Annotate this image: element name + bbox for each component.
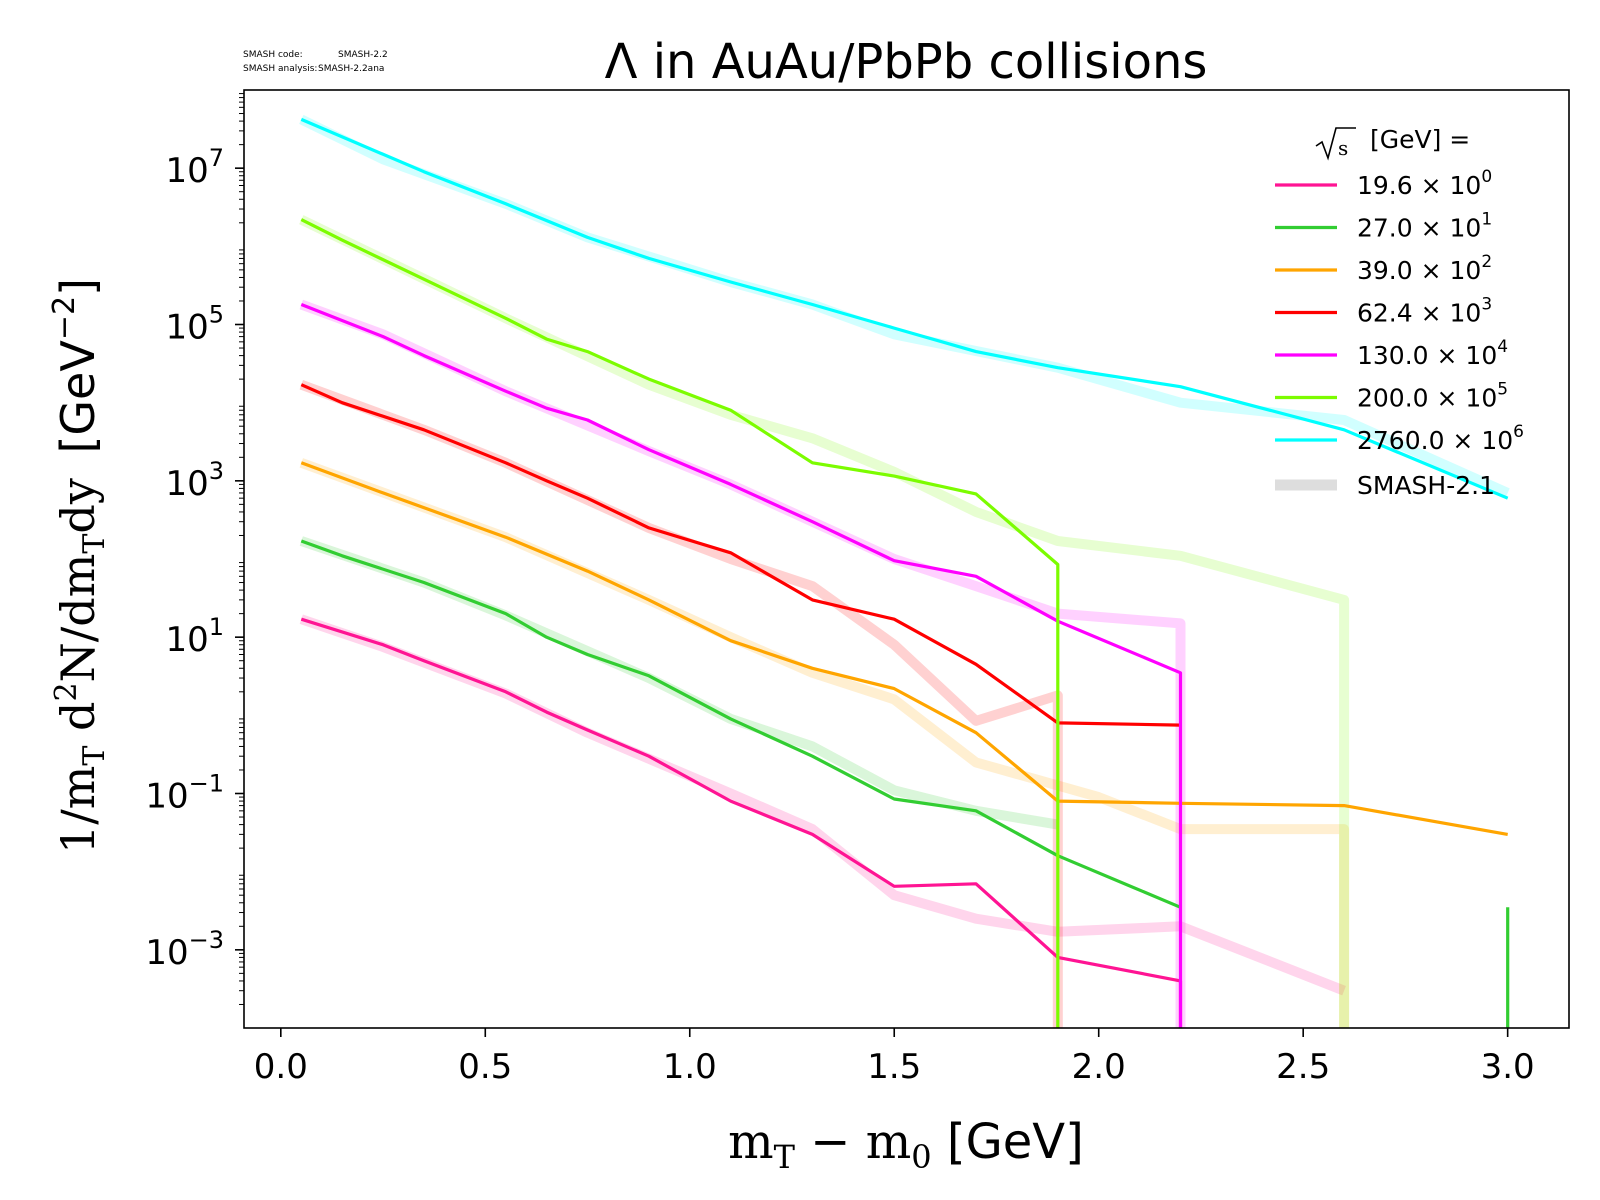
analysis-label: SMASH analysis: <box>243 64 317 74</box>
legend-label-0: 19.6 × 100 <box>1357 167 1492 200</box>
svg-text:s: s <box>1338 136 1348 160</box>
y-axis: 10−3 10−1 101 103 105 107 <box>145 93 244 1005</box>
x-tick-label: 0.0 <box>254 1047 308 1087</box>
chart-title: Λ in AuAu/PbPb collisions <box>605 34 1208 90</box>
legend: s [GeV] = 19.6 × 100 27.0 × 101 39.0 × 102… <box>1275 125 1524 500</box>
plot-frame <box>243 89 1570 1029</box>
y-tick-label: 101 <box>165 613 224 660</box>
legend-label-6: 2760.0 × 106 <box>1357 422 1524 455</box>
y-tick-label: 10−1 <box>145 770 224 817</box>
legend-label-1: 27.0 × 101 <box>1357 210 1492 243</box>
legend-label-5: 200.0 × 105 <box>1357 380 1508 413</box>
series-line-3 <box>300 383 1181 727</box>
legend-label-2: 39.0 × 102 <box>1357 252 1492 285</box>
series-line-5 <box>300 218 1060 1028</box>
legend-label-smash21: SMASH-2.1 <box>1357 471 1495 500</box>
svg-text:[GeV] =: [GeV] = <box>1370 125 1470 154</box>
reference-line-1 <box>299 536 1059 830</box>
code-value: SMASH-2.2 <box>338 50 388 60</box>
reference-line-0 <box>299 614 1346 996</box>
sqrt-icon <box>1315 127 1356 161</box>
reference-line-3 <box>299 380 1063 1028</box>
legend-label-4: 130.0 × 104 <box>1357 337 1508 370</box>
y-tick-label: 10−3 <box>145 926 224 973</box>
x-tick-label: 3.0 <box>1481 1047 1535 1087</box>
series-line-0 <box>300 617 1183 1028</box>
y-tick-label: 105 <box>165 301 224 348</box>
reference-line-2 <box>299 458 1350 1028</box>
series-line-6 <box>300 117 1509 500</box>
x-axis-label: mT − m0 [GeV] <box>728 1114 1084 1176</box>
reference-line-5 <box>299 215 1350 1028</box>
x-tick-label: 1.5 <box>867 1047 921 1087</box>
y-tick-label: 103 <box>165 457 224 504</box>
y-axis-label: 1/mT d2N/dmTdy [GeV−2] <box>47 278 112 854</box>
x-axis: 0.0 0.5 1.0 1.5 2.0 2.5 3.0 <box>254 1028 1535 1087</box>
legend-label-3: 62.4 × 103 <box>1357 295 1492 328</box>
x-tick-label: 0.5 <box>458 1047 512 1087</box>
y-tick-label: 107 <box>165 144 224 191</box>
analysis-value: SMASH-2.2ana <box>318 64 384 74</box>
series-line-4 <box>300 303 1183 1028</box>
series-line-1 <box>300 539 1182 909</box>
code-info: SMASH code: SMASH-2.2 SMASH analysis: SM… <box>243 50 388 74</box>
x-tick-label: 1.0 <box>663 1047 717 1087</box>
code-label: SMASH code: <box>243 50 303 60</box>
reference-layer <box>299 114 1510 1028</box>
legend-title: s [GeV] = <box>1315 125 1470 161</box>
x-tick-label: 2.0 <box>1072 1047 1126 1087</box>
series-layer <box>300 117 1510 1028</box>
x-tick-label: 2.5 <box>1276 1047 1330 1087</box>
